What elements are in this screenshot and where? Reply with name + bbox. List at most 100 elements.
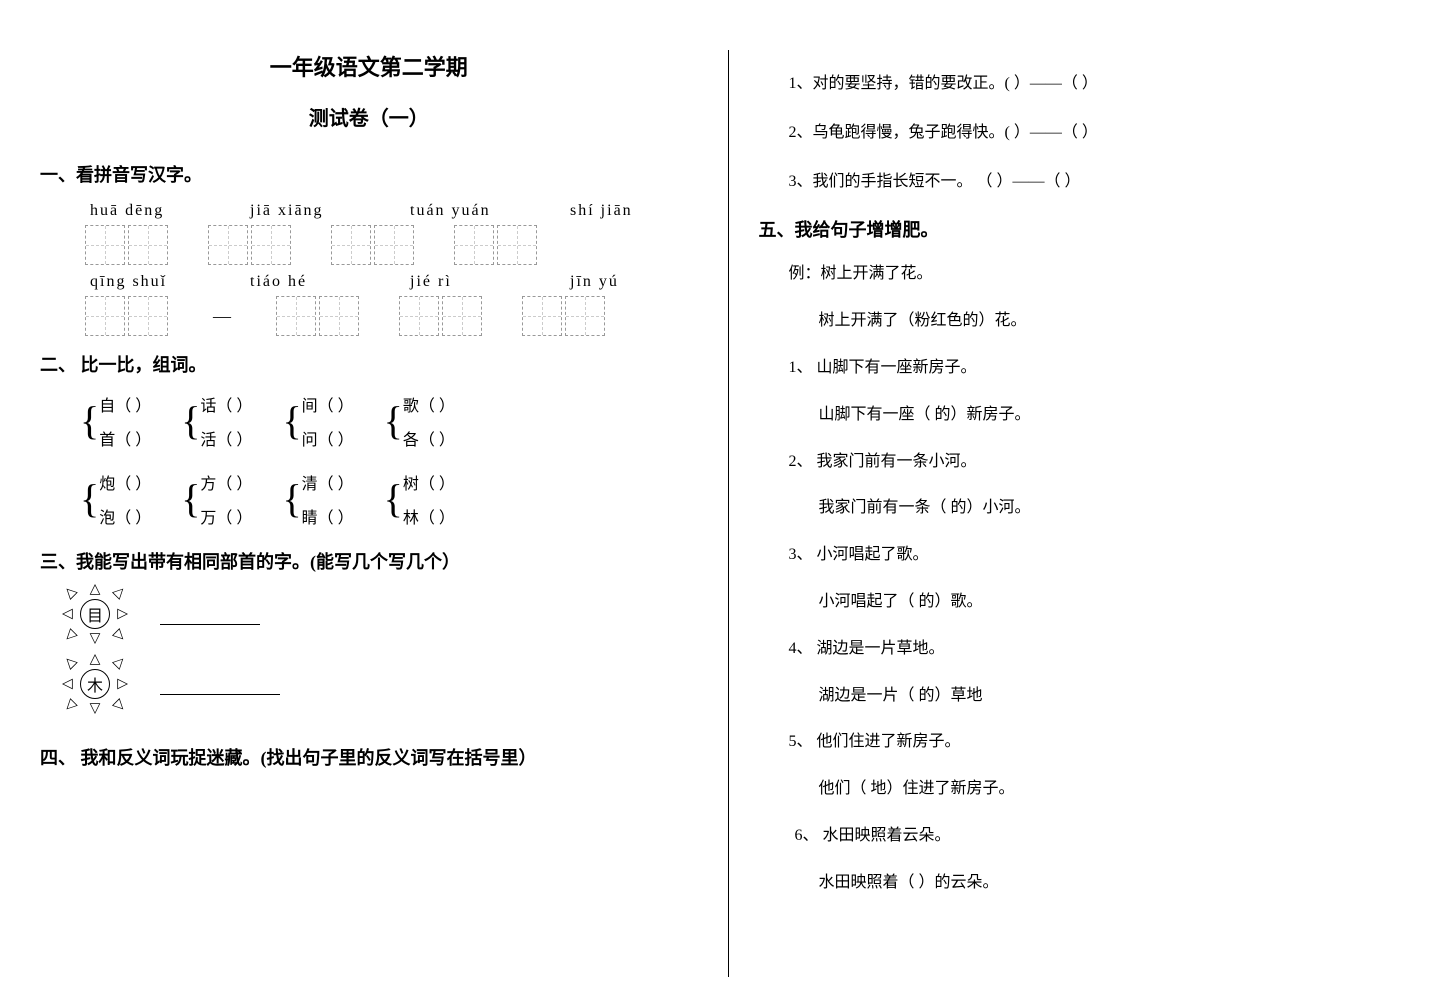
char-box	[128, 296, 168, 336]
word-item: 各（ ）	[403, 426, 455, 450]
word-item: 林（ ）	[403, 504, 455, 528]
item-num: 5、	[789, 733, 813, 750]
radical-diagram: △ △ △ △ △ △ △ △ 目	[70, 589, 120, 639]
arrow-icon: △	[110, 583, 130, 603]
pinyin-row-2: qīng shuǐ tiáo hé jié rì jīn yú	[90, 273, 698, 291]
item-num: 1、	[789, 359, 813, 376]
section4-title: 四、 我和反义词玩捉迷藏。(找出句子里的反义词写在括号里）	[40, 744, 698, 770]
brace-icon: {	[384, 479, 403, 519]
arrow-icon: △	[90, 581, 101, 598]
item-orig: 湖边是一片草地。	[817, 640, 945, 657]
word-item: 话（ ）	[200, 392, 252, 416]
section5-title: 五、我给句子增增肥。	[759, 216, 1417, 242]
char-box	[331, 225, 371, 265]
section4-item: 1、对的要坚持，错的要改正。( ）——（ ）	[789, 70, 1417, 99]
brace-icon: {	[181, 479, 200, 519]
item-orig: 我家门前有一条小河。	[817, 453, 977, 470]
word-pair: { 方（ ） 万（ ）	[181, 470, 252, 528]
word-item: 自（ ）	[99, 392, 151, 416]
char-box-row	[85, 225, 698, 265]
item-num: 6、	[795, 827, 819, 844]
word-pair: { 歌（ ） 各（ ）	[384, 392, 455, 450]
brace-icon: {	[80, 479, 99, 519]
char-box	[454, 225, 494, 265]
section2-title: 二、 比一比，组词。	[40, 351, 698, 377]
word-item: 泡（ ）	[99, 504, 151, 528]
item-fill: 小河唱起了（ 的）歌。	[819, 588, 1417, 617]
char-box	[208, 225, 248, 265]
char-box	[374, 225, 414, 265]
example-label: 例：树上开满了花。	[789, 260, 1417, 289]
sub-title: 测试卷（一）	[40, 102, 698, 131]
word-item: 清（ ）	[302, 470, 354, 494]
pinyin-label: jīn yú	[570, 273, 680, 291]
pinyin-label: huā dēng	[90, 202, 200, 220]
section5-item: 3、 小河唱起了歌。	[789, 541, 1417, 570]
section3-title: 三、我能写出带有相同部首的字。(能写几个写几个）	[40, 548, 698, 574]
word-item: 万（ ）	[200, 504, 252, 528]
radical-char: 木	[80, 669, 110, 699]
char-box	[319, 296, 359, 336]
word-pair: { 树（ ） 林（ ）	[384, 470, 455, 528]
word-item: 方（ ）	[200, 470, 252, 494]
char-box-group	[331, 225, 414, 265]
brace-icon: {	[282, 479, 301, 519]
item-num: 2、	[789, 453, 813, 470]
word-pair: { 炮（ ） 泡（ ）	[80, 470, 151, 528]
main-title: 一年级语文第二学期	[40, 50, 698, 82]
section5-item: 2、 我家门前有一条小河。	[789, 448, 1417, 477]
item-num: 4、	[789, 640, 813, 657]
word-row-2: { 炮（ ） 泡（ ） { 方（ ） 万（ ） {	[80, 470, 698, 528]
pinyin-label: jiā xiāng	[250, 202, 360, 220]
section5-item: 4、 湖边是一片草地。	[789, 635, 1417, 664]
arrow-icon: △	[90, 651, 101, 668]
radical-char: 目	[80, 599, 110, 629]
char-box	[276, 296, 316, 336]
blank-line	[160, 624, 260, 625]
section5-item: 5、 他们住进了新房子。	[789, 728, 1417, 757]
item-fill: 我家门前有一条（ 的）小河。	[819, 494, 1417, 523]
section1-title: 一、看拼音写汉字。	[40, 161, 698, 187]
arrow-icon: △	[90, 630, 101, 647]
item-fill: 他们（ 地）住进了新房子。	[819, 775, 1417, 804]
arrow-icon: △	[61, 626, 81, 646]
char-box	[497, 225, 537, 265]
char-box	[522, 296, 562, 336]
char-box	[85, 225, 125, 265]
pinyin-label: shí jiān	[570, 202, 680, 220]
item-num: 3、	[789, 546, 813, 563]
word-pair: { 清（ ） 睛（ ）	[282, 470, 353, 528]
word-item: 活（ ）	[200, 426, 252, 450]
char-box	[85, 296, 125, 336]
word-item: 间（ ）	[302, 392, 354, 416]
pinyin-label: qīng shuǐ	[90, 273, 200, 291]
item-orig: 水田映照着云朵。	[823, 827, 951, 844]
word-pair: { 间（ ） 问（ ）	[282, 392, 353, 450]
word-item: 首（ ）	[99, 426, 151, 450]
section5-item: 1、 山脚下有一座新房子。	[789, 354, 1417, 383]
item-fill: 水田映照着（ ）的云朵。	[819, 869, 1417, 898]
item-orig: 他们住进了新房子。	[817, 733, 961, 750]
left-column: 一年级语文第二学期 测试卷（一） 一、看拼音写汉字。 huā dēng jiā …	[40, 50, 728, 977]
char-box-group	[454, 225, 537, 265]
char-box	[565, 296, 605, 336]
arrow-icon: △	[59, 679, 76, 690]
section4-item: 2、乌龟跑得慢，兔子跑得快。( ）——（ ）	[789, 119, 1417, 148]
section5-item: 6、 水田映照着云朵。	[795, 822, 1417, 851]
arrow-icon: △	[59, 609, 76, 620]
char-box-group	[522, 296, 605, 336]
char-box	[399, 296, 439, 336]
char-box-group	[276, 296, 359, 336]
word-item: 树（ ）	[403, 470, 455, 494]
word-item: 炮（ ）	[99, 470, 151, 494]
example-filled: 树上开满了（粉红色的）花。	[819, 307, 1417, 336]
arrow-icon: △	[110, 626, 130, 646]
pinyin-label: jié rì	[410, 273, 520, 291]
brace-icon: {	[181, 401, 200, 441]
item-fill: 湖边是一片（ 的）草地	[819, 682, 1417, 711]
arrow-icon: △	[61, 696, 81, 716]
word-pair: { 话（ ） 活（ ）	[181, 392, 252, 450]
brace-icon: {	[80, 401, 99, 441]
char-box-group	[208, 225, 291, 265]
item-fill: 山脚下有一座（ 的）新房子。	[819, 401, 1417, 430]
